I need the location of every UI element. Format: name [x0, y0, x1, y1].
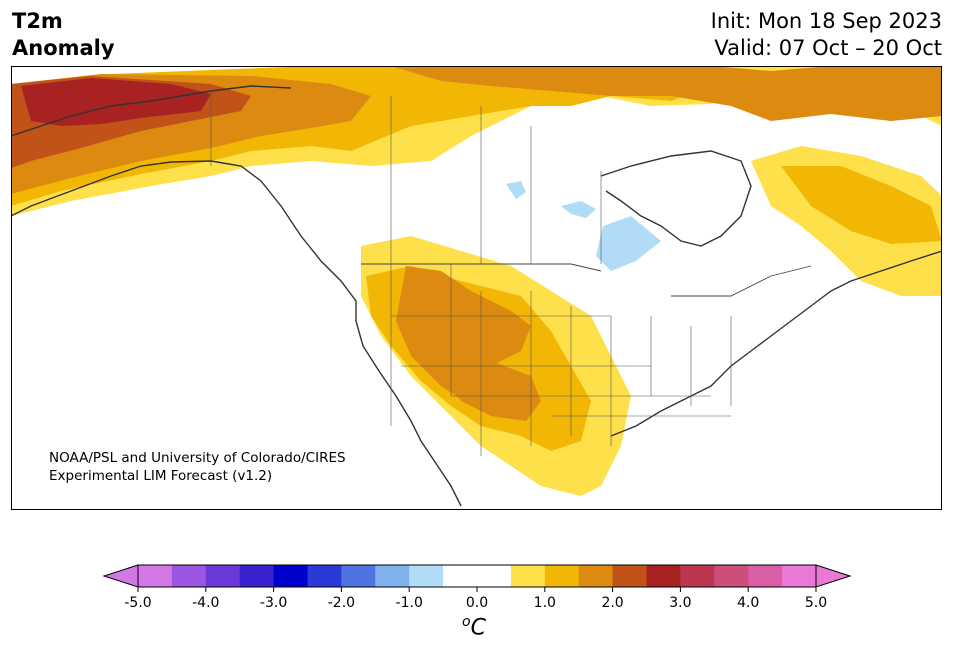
colorbar-cell [714, 565, 749, 587]
colorbar-cell [782, 565, 817, 587]
colorbar-tick-label: 2.0 [601, 595, 623, 611]
credit-text: NOAA/PSL and University of Colorado/CIRE… [49, 449, 346, 485]
colorbar-cell [748, 565, 783, 587]
anomaly-region-cool-dakota [506, 181, 526, 199]
colorbar-cell [578, 565, 614, 587]
colorbar-tick-label: -4.0 [192, 595, 219, 611]
colorbar-tick-label: 5.0 [805, 595, 827, 611]
colorbar-under-triangle [102, 564, 139, 588]
colorbar: -5.0 -4.0 -3.0 -2.0 -1.0 0.0 1.0 2.0 3.0 4.0 5.0 [102, 564, 852, 611]
credit-line-2: Experimental LIM Forecast (v1.2) [49, 468, 273, 484]
colorbar-cell [477, 565, 512, 587]
anomaly-map [11, 66, 942, 510]
map-title: T2m Anomaly [12, 8, 115, 62]
colorbar-cell [646, 565, 681, 587]
us-canada-border [361, 263, 812, 297]
unit-letter: C [470, 615, 486, 641]
anomaly-region-southwest-warmer [441, 361, 541, 421]
colorbar-cell [205, 565, 241, 587]
colorbar-cell [612, 565, 647, 587]
colorbar-tick-label: 1.0 [534, 595, 556, 611]
colorbar-cell [409, 565, 444, 587]
coastline-west [11, 85, 462, 507]
unit-label: oC [462, 614, 486, 640]
colorbar-cells [102, 564, 852, 588]
colorbar-cell [239, 565, 275, 587]
colorbar-tick-label: 3.0 [669, 595, 691, 611]
colorbar-cell [138, 565, 173, 587]
colorbar-tick-label: 0.0 [466, 595, 488, 611]
colorbar-cell [171, 565, 207, 587]
colorbar-cell [510, 565, 546, 587]
anomaly-region-very-hot-alaska [21, 78, 211, 126]
colorbar-cell [341, 565, 376, 587]
anomaly-region-quebec-warmer [781, 166, 942, 244]
colorbar-cell [680, 565, 715, 587]
anomaly-region-west-warmer [396, 266, 531, 406]
valid-range: Valid: 07 Oct – 20 Oct [714, 36, 942, 60]
colorbar-ticks: -5.0 -4.0 -3.0 -2.0 -1.0 0.0 1.0 2.0 3.0 4.0 5.0 [124, 587, 827, 611]
anomaly-region-cool-minnesota [561, 201, 596, 218]
credit-line-1: NOAA/PSL and University of Colorado/CIRE… [49, 450, 346, 466]
colorbar-tick-label: 4.0 [737, 595, 759, 611]
title-line-1: T2m [12, 9, 63, 33]
colorbar-cell [544, 565, 580, 587]
colorbar-tick-label: -2.0 [328, 595, 355, 611]
anomaly-region-arctic-warm [391, 66, 942, 121]
colorbar-cell [273, 565, 308, 587]
colorbar-tick-label: -5.0 [124, 595, 151, 611]
colorbar-cell [375, 565, 410, 587]
state-borders [390, 264, 732, 456]
date-info: Init: Mon 18 Sep 2023 Valid: 07 Oct – 20… [711, 8, 942, 62]
coastline-gulf [610, 250, 942, 437]
province-borders [210, 91, 602, 264]
colorbar-tick-label: -1.0 [396, 595, 423, 611]
coastline-hudson-bay [600, 150, 752, 247]
colorbar-cell [307, 565, 342, 587]
colorbar-over-triangle [815, 564, 852, 588]
unit-degree: o [462, 614, 471, 630]
init-date: Init: Mon 18 Sep 2023 [710, 9, 942, 33]
anomaly-region-cool-great-lakes [596, 216, 661, 271]
title-line-2: Anomaly [12, 36, 115, 60]
colorbar-cell [443, 565, 478, 587]
colorbar-tick-label: -3.0 [260, 595, 287, 611]
